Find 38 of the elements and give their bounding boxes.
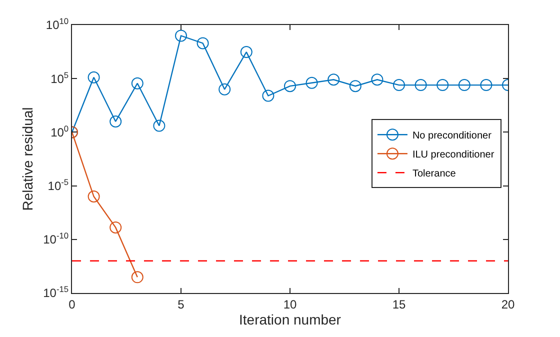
x-tick-label: 5: [178, 297, 185, 312]
point: [110, 115, 122, 128]
point: [306, 76, 318, 89]
y-tick-label: 10$^{-5}$: [48, 176, 69, 193]
y-tick-label: 10$^{10}$: [46, 16, 69, 32]
legend-label: No preconditioner: [412, 130, 492, 142]
y-tick-label: 10$^{-10}$: [43, 230, 69, 247]
point: [88, 71, 100, 84]
point: [196, 37, 209, 50]
point: [262, 90, 274, 102]
y-tick-label: 10$^{5}$: [50, 70, 69, 86]
point: [480, 79, 492, 92]
x-tick-label: 10: [283, 297, 297, 312]
x-tick-label: 20: [501, 297, 515, 312]
legend-label: ILU preconditioner: [412, 150, 495, 161]
point: [110, 221, 122, 234]
point: [218, 83, 231, 96]
legend-label: Tolerance: [412, 168, 456, 180]
point: [328, 74, 340, 86]
point: [175, 30, 187, 42]
point: [240, 46, 252, 58]
point: [371, 74, 384, 86]
y-axis-title: Relative residual: [20, 107, 36, 211]
point: [458, 79, 470, 92]
point: [393, 79, 405, 92]
y-tick-label: 10$^{-15}$: [43, 284, 69, 300]
point: [153, 120, 166, 132]
point: [414, 79, 427, 92]
point: [131, 271, 144, 284]
point: [436, 79, 449, 92]
point: [131, 77, 144, 90]
x-tick-label: 15: [392, 297, 406, 312]
x-axis-title: Iteration number: [239, 312, 342, 328]
x-tick-label: 0: [68, 297, 76, 312]
y-tick-label: 10$^{0}$: [50, 123, 69, 140]
point: [284, 80, 296, 92]
point: [88, 190, 100, 203]
point: [349, 80, 362, 92]
